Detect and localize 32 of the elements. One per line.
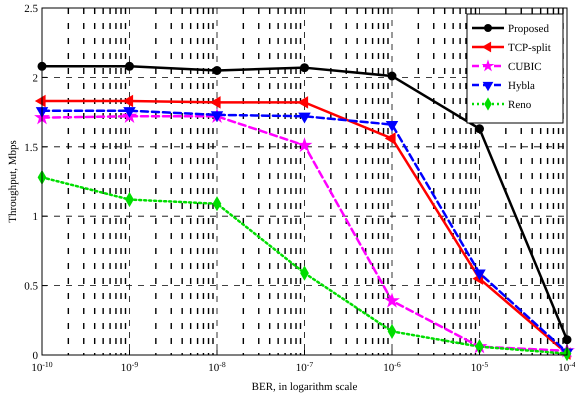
x-tick-label: 10$^{-6}$ bbox=[383, 360, 401, 374]
point bbox=[475, 124, 484, 134]
point bbox=[386, 120, 398, 132]
legend-label: Hybla bbox=[508, 80, 535, 92]
x-tick-label: 10$^{-9}$ bbox=[120, 360, 138, 374]
y-tick-label: 0 bbox=[32, 350, 38, 362]
point bbox=[388, 72, 396, 80]
point bbox=[385, 132, 396, 144]
legend-label: Reno bbox=[508, 99, 532, 111]
legend-label: CUBIC bbox=[508, 61, 542, 73]
x-tick-label: 10$^{-8}$ bbox=[208, 360, 226, 374]
point bbox=[298, 112, 310, 123]
point bbox=[212, 66, 222, 75]
legend-label: Proposed bbox=[508, 23, 550, 35]
x-tick-label: 10$^{-10}$ bbox=[31, 360, 53, 374]
y-tick-label: 2.5 bbox=[24, 3, 38, 15]
y-tick-label: 1 bbox=[32, 211, 38, 224]
point bbox=[300, 63, 309, 72]
legend-label: TCP-split bbox=[508, 42, 551, 54]
x-tick-label: 10$^{-7}$ bbox=[296, 360, 314, 374]
point bbox=[298, 138, 312, 152]
point bbox=[298, 96, 308, 108]
point bbox=[122, 95, 134, 107]
point bbox=[385, 294, 399, 307]
x-tick-label: 10$^{-5}$ bbox=[470, 360, 488, 374]
y-tick-label: 0.5 bbox=[24, 280, 38, 293]
y-tick-label: 1.5 bbox=[24, 142, 38, 154]
y-tick-label: 2 bbox=[32, 72, 38, 84]
x-axis-title: BER, in logarithm scale bbox=[252, 381, 358, 393]
point bbox=[125, 62, 134, 71]
y-axis-title: Throughput, Mbps bbox=[7, 140, 19, 223]
point bbox=[210, 96, 221, 108]
